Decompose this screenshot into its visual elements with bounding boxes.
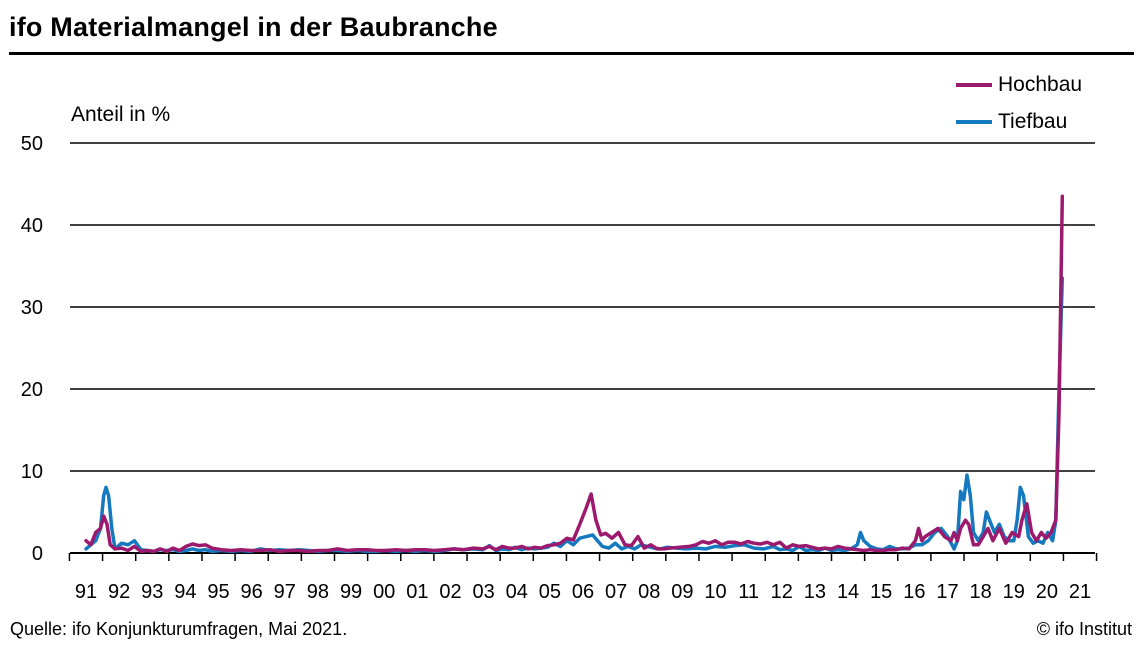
legend-label-hochbau: Hochbau (998, 72, 1083, 96)
x-tick-label: 21 (1069, 581, 1091, 603)
x-tick-label: 12 (771, 581, 793, 603)
x-tick-label: 18 (969, 581, 991, 603)
y-tick-label: 20 (21, 379, 43, 401)
x-tick-label: 17 (936, 581, 958, 603)
x-tick-label: 92 (108, 581, 130, 603)
x-tick-label: 04 (506, 581, 528, 603)
x-tick-label: 93 (141, 581, 163, 603)
legend-swatch-tiefbau (956, 119, 992, 124)
x-tick-label: 05 (539, 581, 561, 603)
x-tick-label: 06 (572, 581, 594, 603)
copyright-note: © ifo Institut (1036, 619, 1132, 639)
x-tick-label: 16 (903, 581, 925, 603)
x-tick-label: 02 (439, 581, 461, 603)
legend-swatch-hochbau (956, 82, 992, 87)
source-note: Quelle: ifo Konjunkturumfragen, Mai 2021… (10, 619, 348, 639)
x-tick-label: 19 (1003, 581, 1025, 603)
x-tick-label: 15 (870, 581, 892, 603)
x-tick-label: 10 (704, 581, 726, 603)
y-axis-label: Anteil in % (71, 103, 171, 126)
y-tick-label: 50 (21, 133, 43, 155)
x-tick-label: 20 (1036, 581, 1058, 603)
y-tick-label: 40 (21, 215, 43, 237)
x-tick-label: 97 (274, 581, 296, 603)
x-tick-label: 98 (307, 581, 329, 603)
legend: Hochbau Tiefbau (956, 66, 1082, 140)
series-line-tiefbau (84, 276, 1065, 554)
x-tick-label: 07 (605, 581, 627, 603)
x-tick-label: 03 (472, 581, 494, 603)
legend-item-tiefbau: Tiefbau (956, 103, 1082, 140)
y-tick-label: 30 (21, 297, 43, 319)
series-line-hochbau (84, 194, 1065, 554)
x-tick-label: 94 (174, 581, 196, 603)
x-tick-label: 13 (804, 581, 826, 603)
x-tick-label: 91 (75, 581, 97, 603)
x-tick-label: 09 (671, 581, 693, 603)
x-tick-label: 11 (738, 581, 759, 603)
chart-title: ifo Materialmangel in der Baubranche (9, 12, 498, 42)
x-tick-label: 08 (638, 581, 660, 603)
x-tick-label: 95 (207, 581, 229, 603)
title-rule (9, 52, 1134, 55)
x-tick-label: 14 (837, 581, 859, 603)
legend-label-tiefbau: Tiefbau (998, 109, 1068, 133)
x-tick-label: 00 (373, 581, 395, 603)
x-tick-label: 99 (340, 581, 362, 603)
legend-item-hochbau: Hochbau (956, 66, 1082, 103)
y-tick-label: 0 (32, 543, 43, 565)
x-tick-label: 01 (406, 581, 428, 603)
x-tick-label: 96 (241, 581, 263, 603)
y-tick-label: 10 (21, 461, 43, 483)
